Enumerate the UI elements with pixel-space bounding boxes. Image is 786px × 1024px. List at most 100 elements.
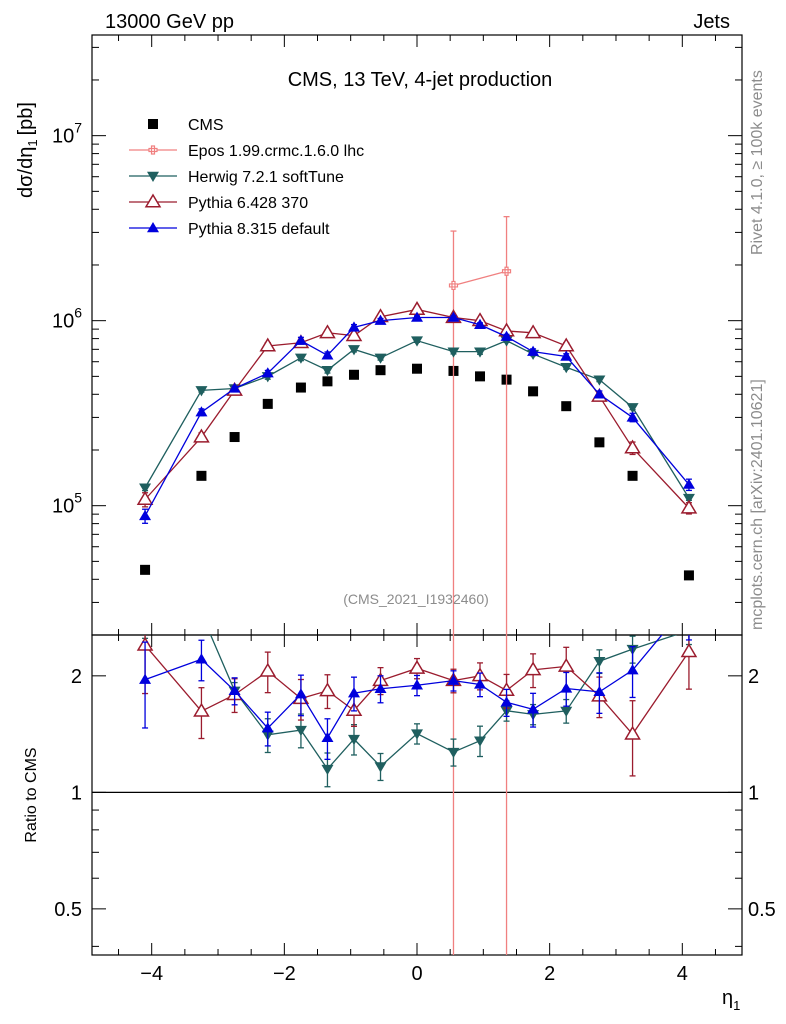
legend-item: Pythia 6.428 370 <box>129 193 308 212</box>
y-axis-label-main: dσ/dη <box>15 147 37 198</box>
ratio-point <box>321 731 334 743</box>
data-point <box>411 336 423 347</box>
ratio-point <box>593 685 606 697</box>
ratio-point <box>259 662 277 677</box>
ratio-point <box>447 674 460 685</box>
legend-label: CMS <box>188 117 224 134</box>
data-point <box>594 437 605 448</box>
series-3 <box>136 300 698 515</box>
legend-label: Pythia 8.315 default <box>188 221 330 238</box>
data-point <box>139 509 152 521</box>
ratio-point <box>411 729 423 740</box>
data-point <box>347 321 360 332</box>
data-point <box>501 266 512 276</box>
y-tick-label: 106 <box>52 305 82 333</box>
data-point <box>524 324 542 339</box>
ratio-point <box>680 643 698 658</box>
data-point <box>627 470 638 481</box>
data-point <box>683 570 694 581</box>
x-axis-label-sub: 1 <box>733 998 740 1013</box>
ratio-point <box>557 657 575 672</box>
data-point <box>261 367 274 378</box>
x-tick-label: 2 <box>544 963 555 985</box>
ratio-point <box>474 678 487 689</box>
data-point <box>294 334 307 345</box>
data-point <box>561 401 572 412</box>
ratio-y-tick-label-right: 0.5 <box>748 899 776 921</box>
ratio-point <box>261 722 274 733</box>
y-tick-label-exp: 7 <box>74 120 82 136</box>
ratio-point <box>347 687 360 698</box>
data-point <box>195 386 208 397</box>
data-point <box>321 349 334 360</box>
data-point <box>348 369 359 380</box>
x-tick-label: 0 <box>411 963 422 985</box>
data-point <box>195 406 208 417</box>
ratio-point <box>593 657 606 668</box>
ratio-point <box>527 703 540 714</box>
data-point <box>624 439 641 454</box>
ratio-point <box>319 682 336 697</box>
data-point <box>374 353 387 364</box>
y-tick-label-exp: 5 <box>74 490 82 506</box>
ratio-point <box>524 661 542 676</box>
data-point <box>412 363 422 374</box>
data-point <box>626 411 639 422</box>
ratio-point <box>374 762 387 773</box>
data-point <box>448 280 459 291</box>
y-tick-label-base: 10 <box>52 311 74 333</box>
legend-marker <box>144 193 162 208</box>
data-point <box>680 499 698 514</box>
data-point <box>560 363 573 374</box>
ratio-y-label: Ratio to CMS <box>23 747 40 842</box>
chart-title: CMS, 13 TeV, 4-jet production <box>288 69 553 91</box>
x-tick-label: −2 <box>273 963 296 985</box>
legend-marker <box>147 171 159 182</box>
y-tick-label-base: 10 <box>52 496 74 518</box>
ratio-point <box>347 734 360 746</box>
data-point <box>345 327 363 342</box>
data-point <box>319 324 336 339</box>
ratio-point <box>474 736 487 747</box>
data-point <box>500 330 513 341</box>
series-2 <box>139 336 695 505</box>
data-point <box>193 428 210 443</box>
data-point <box>375 365 386 376</box>
legend-label: Herwig 7.2.1 softTune <box>188 169 344 186</box>
data-point <box>136 491 154 506</box>
data-point <box>682 493 695 505</box>
data-point <box>557 337 575 352</box>
series-line <box>144 316 690 517</box>
legend: CMS Epos 1.99.crmc.1.6.0 lhc Herwig 7.2.1 … <box>129 117 364 238</box>
ratio-point <box>411 679 423 690</box>
ratio-clipped <box>139 635 692 760</box>
legend-marker <box>148 119 158 129</box>
data-point <box>527 345 540 356</box>
data-point <box>447 311 460 322</box>
ratio-layer <box>92 635 742 955</box>
ratio-point <box>560 706 573 717</box>
header-right: Jets <box>693 11 730 33</box>
legend-item: Epos 1.99.crmc.1.6.0 lhc <box>129 143 364 160</box>
y-tick-label-exp: 6 <box>74 305 82 321</box>
legend-label: Pythia 6.428 370 <box>188 195 308 212</box>
data-point <box>593 388 606 399</box>
data-point <box>682 478 695 489</box>
ratio-y-tick-label-right: 1 <box>748 782 759 804</box>
data-point <box>347 345 360 356</box>
ratio-point <box>195 653 208 664</box>
ratio-y-tick-label-left: 1 <box>71 782 82 804</box>
data-point <box>474 318 487 329</box>
ratio-y-tick-label-left: 2 <box>71 666 82 688</box>
data-point <box>295 382 306 393</box>
mcplots-label: mcplots.cern.ch [arXiv:2401.10621] <box>749 379 766 630</box>
data-point <box>475 371 486 382</box>
ratio-point <box>408 659 426 674</box>
series-layer <box>136 215 698 635</box>
y-tick-label-base: 10 <box>52 126 74 148</box>
y-tick-label: 107 <box>52 120 82 148</box>
ratio-series-4 <box>139 635 692 760</box>
x-tick-label: −4 <box>140 963 163 985</box>
y-axis-label-sub: 1 <box>25 139 40 146</box>
